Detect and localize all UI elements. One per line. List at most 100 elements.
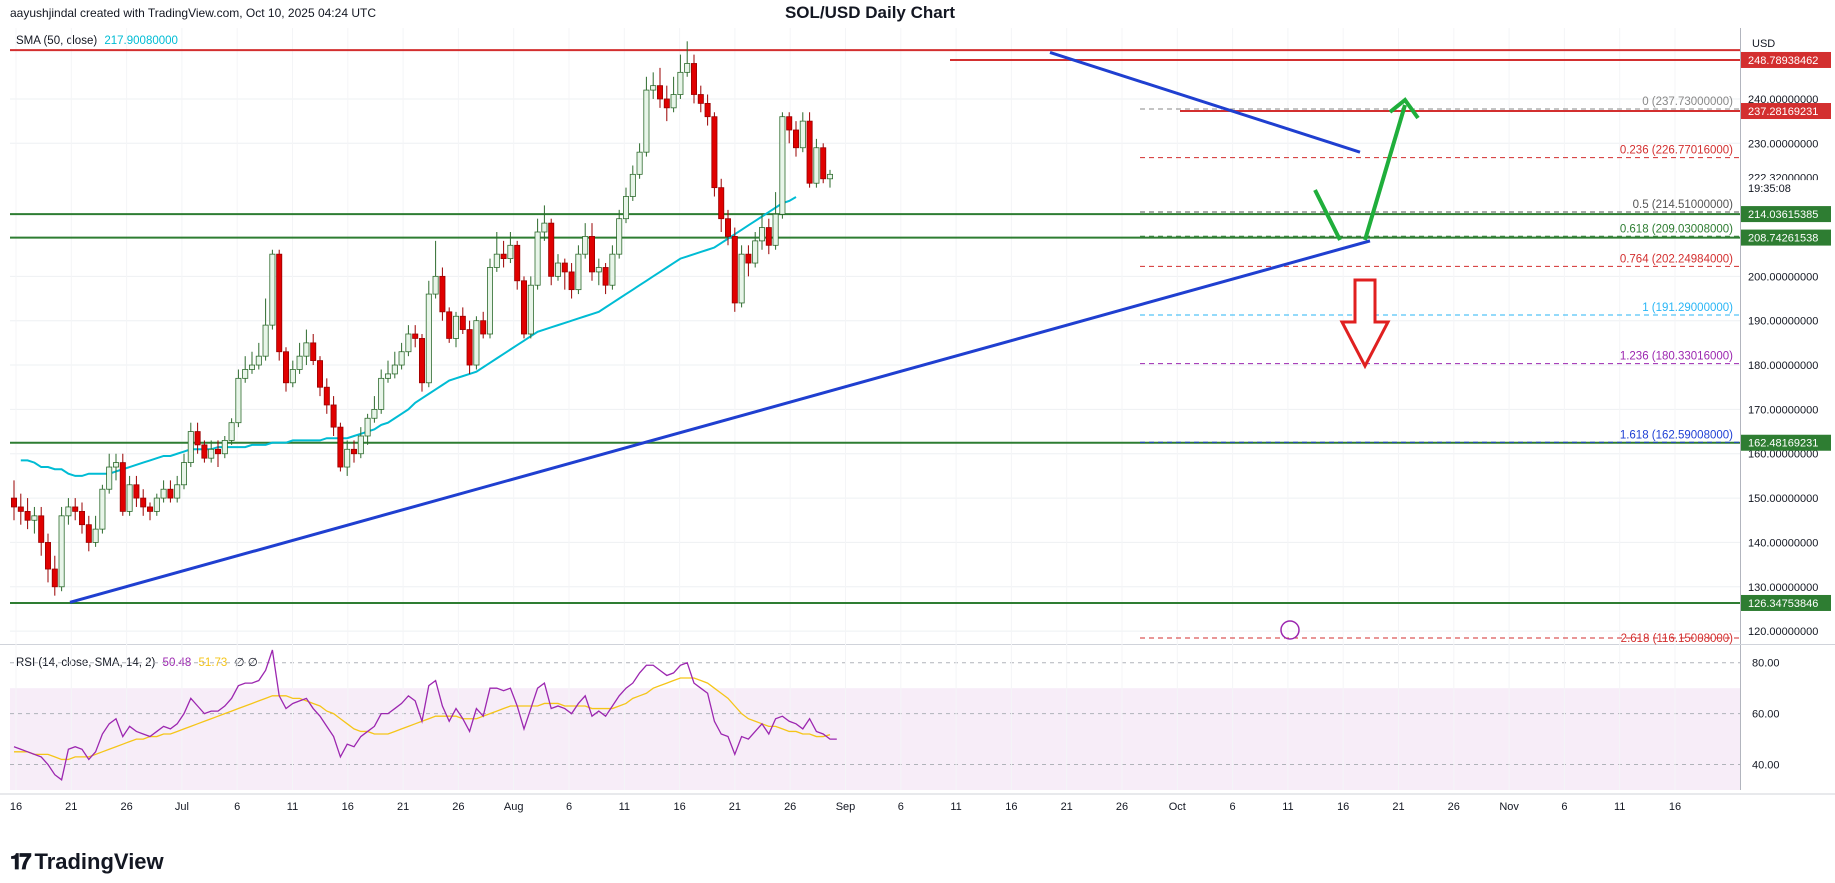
time-tick-label: 6	[898, 801, 904, 813]
candle-body	[194, 431, 201, 446]
price-badge	[1741, 180, 1831, 197]
time-tick-label: 21	[65, 801, 77, 813]
candle-body	[806, 120, 813, 184]
candle-body	[378, 377, 385, 410]
candle-body	[418, 338, 425, 384]
candle-body	[459, 315, 466, 330]
candle-body	[45, 542, 52, 570]
support-trendline	[69, 239, 1371, 604]
candle-body	[616, 218, 623, 255]
time-tick-label: 21	[397, 801, 409, 813]
candle-body	[391, 364, 398, 375]
candle-body	[133, 484, 140, 499]
candle-body	[106, 466, 113, 490]
price-badge	[1741, 51, 1831, 68]
candle-body	[262, 324, 269, 357]
fib-label: 2.618 (116.15008000)	[1621, 633, 1733, 645]
price-tick-label: 120.00000000	[1748, 626, 1818, 638]
time-tick-label: 16	[10, 801, 22, 813]
chart-title: SOL/USD Daily Chart	[784, 3, 956, 22]
candle-body	[765, 227, 772, 246]
attribution: aayushjindal created with TradingView.co…	[10, 6, 376, 20]
candle-body	[813, 147, 820, 184]
candle-body	[636, 151, 643, 175]
fib-label: 0.618 (209.03008000)	[1620, 223, 1733, 235]
candle-body	[589, 236, 596, 273]
price-badge-label: 214.03615385	[1748, 209, 1818, 221]
candle-body	[350, 448, 357, 455]
candle-body	[296, 355, 303, 370]
candle-body	[214, 448, 221, 455]
price-badge-label: 162.48169231	[1748, 438, 1818, 450]
candle-body	[514, 244, 521, 282]
arrow-down-red	[1339, 278, 1391, 370]
candle-body	[684, 63, 691, 73]
tradingview-logo: 𝟏𝟕 TradingView	[10, 849, 164, 875]
candle-body	[51, 568, 58, 588]
candle-body	[439, 275, 446, 313]
candle-body	[473, 320, 480, 366]
candle-body	[527, 284, 534, 335]
candle-body	[276, 253, 283, 353]
candle-body	[412, 333, 419, 339]
candle-body	[493, 253, 500, 268]
pane-separator	[0, 644, 1835, 645]
candle-body	[446, 311, 453, 339]
candle-body	[507, 244, 514, 260]
currency-label: USD	[1752, 38, 1776, 50]
candle-body	[793, 129, 800, 149]
candle-body	[521, 280, 528, 335]
rsi-tick-label: 80.00	[1752, 658, 1780, 670]
candle-body	[745, 253, 752, 264]
candle-body	[643, 89, 650, 153]
candle-body	[371, 408, 378, 419]
price-tick-label: 180.00000000	[1748, 360, 1818, 372]
candle-body	[827, 173, 834, 180]
candle-body	[72, 506, 79, 512]
price-tick-label: 230.00000000	[1748, 138, 1818, 150]
time-tick-label: 16	[1005, 801, 1017, 813]
candle-body	[167, 488, 174, 499]
candle-body	[255, 355, 262, 366]
price-badge-label: 208.74261538	[1748, 233, 1818, 245]
time-tick-label: 16	[342, 801, 354, 813]
rsi-extra: ∅ ∅	[234, 657, 258, 669]
candle-body	[555, 262, 562, 277]
time-tick-label: 16	[1337, 801, 1349, 813]
candle-body	[759, 227, 766, 242]
fib-label: 1.618 (162.59008000)	[1620, 429, 1733, 441]
candle-body	[582, 236, 589, 255]
time-tick-label: 21	[729, 801, 741, 813]
time-tick-label: 26	[1448, 801, 1460, 813]
candle-body	[289, 369, 296, 384]
candle-body	[146, 506, 153, 512]
price-badge	[1741, 434, 1831, 451]
time-tick-label: 26	[120, 801, 132, 813]
candle-body	[452, 315, 459, 339]
candle-body	[208, 448, 215, 459]
price-badge	[1741, 206, 1831, 223]
candle-body	[738, 253, 745, 304]
candle-body	[316, 360, 323, 388]
candle-body	[500, 253, 507, 260]
price-badge-label: 237.28169231	[1748, 106, 1818, 118]
rsi-band	[10, 688, 1740, 790]
time-tick-label: Nov	[1499, 801, 1519, 813]
candle-body	[575, 253, 582, 291]
candle-body	[364, 417, 371, 437]
candle-body	[718, 187, 725, 220]
candle-body	[820, 147, 827, 180]
candle-body	[357, 435, 364, 455]
sma-legend[interactable]: SMA (50, close) 217.90080000	[16, 35, 178, 47]
price-tick-label: 150.00000000	[1748, 493, 1818, 505]
sma-value: 217.90080000	[104, 35, 178, 47]
arrow-up-head	[1388, 97, 1420, 120]
candle-body	[609, 253, 616, 286]
time-tick-label: 6	[234, 801, 240, 813]
time-tick-label: 6	[1561, 801, 1567, 813]
candle-body	[85, 524, 92, 543]
candle-body	[650, 85, 657, 91]
candle-body	[704, 102, 711, 118]
price-tick-label: 130.00000000	[1748, 582, 1818, 594]
